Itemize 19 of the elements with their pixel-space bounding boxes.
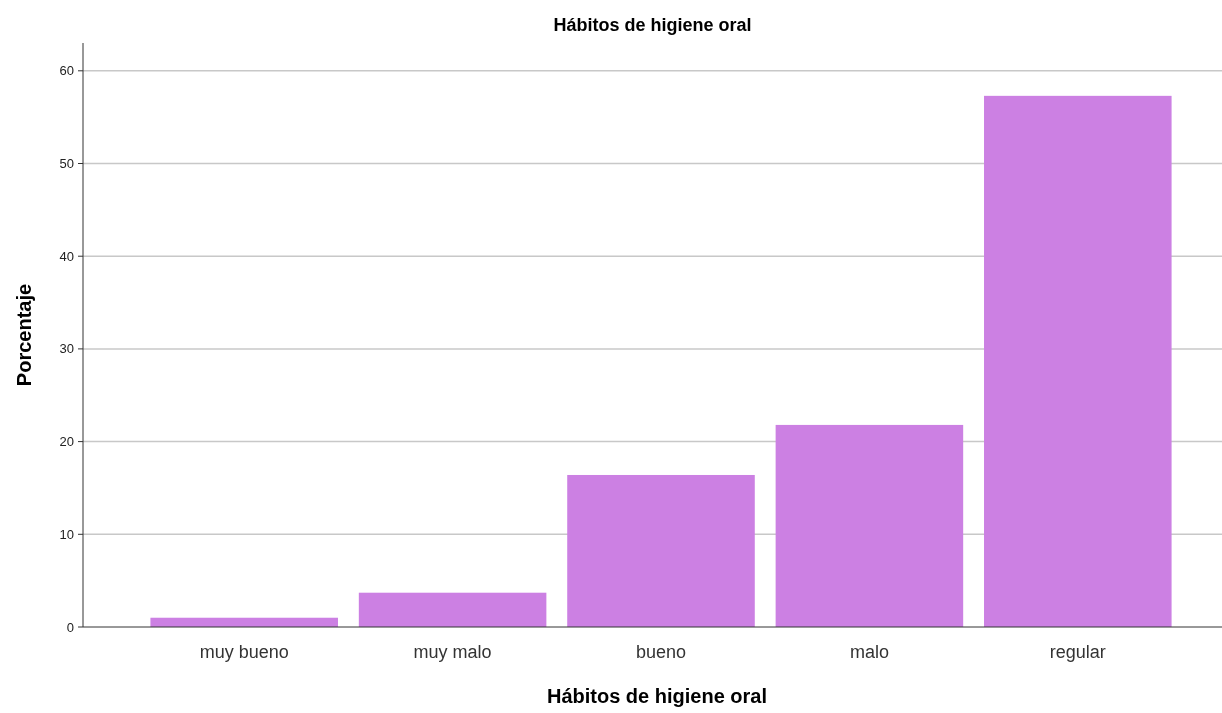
chart-title: Hábitos de higiene oral [553,15,752,35]
y-tick-label: 10 [59,526,74,542]
y-tick-label: 60 [59,63,74,79]
y-axis-title: Porcentaje [13,283,35,387]
bar [984,95,1172,627]
x-axis-title: Hábitos de higiene oral [546,685,768,707]
bar [775,424,964,627]
x-tick-label: regular [1049,642,1106,662]
bar [358,592,547,627]
y-tick-label: 30 [59,341,74,357]
y-tick-label: 0 [66,619,74,635]
x-tick-label: bueno [635,642,687,662]
x-tick-label: muy bueno [199,642,289,662]
y-tick-label: 50 [59,156,74,172]
y-tick-label: 20 [59,434,74,450]
bar [567,474,755,627]
y-tick-label: 40 [59,248,74,264]
x-tick-label: malo [849,642,889,662]
x-tick-label: muy malo [413,642,492,662]
